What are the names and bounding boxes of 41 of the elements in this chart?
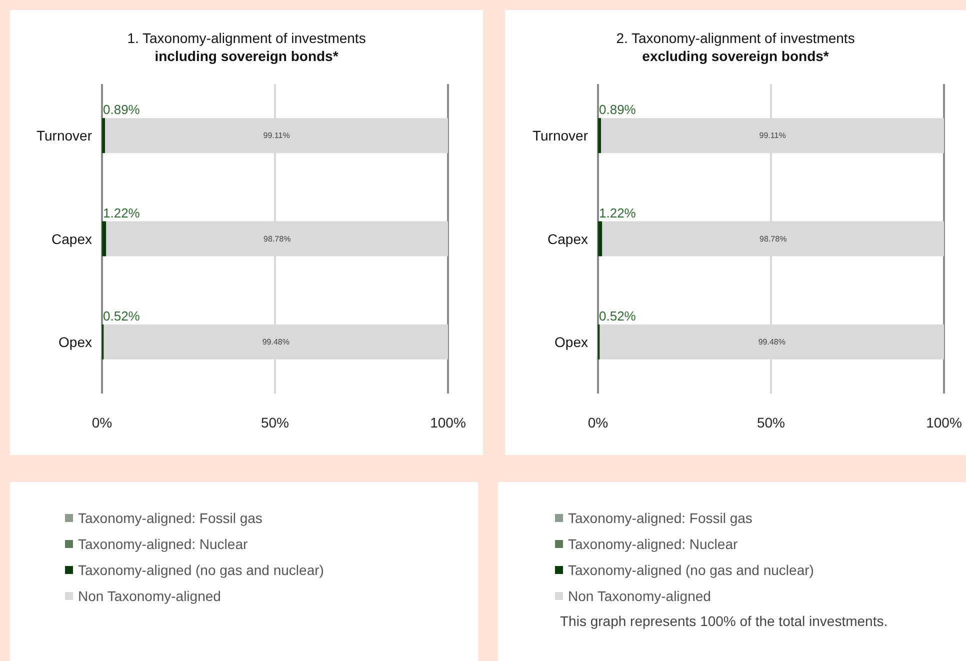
bar	[102, 118, 106, 154]
legend-label: Non Taxonomy-aligned	[78, 588, 221, 604]
y-tick-label: Opex	[554, 334, 588, 350]
data-label: 98.78%	[264, 234, 291, 244]
legend-label: Taxonomy-aligned: Nuclear	[568, 536, 738, 552]
data-label: 99.48%	[758, 337, 786, 346]
bar	[598, 221, 602, 256]
chart-title: 1. Taxonomy-alignment of investments	[127, 30, 366, 46]
y-tick-label: Turnover	[36, 128, 92, 144]
data-label: 0.89%	[103, 102, 140, 118]
data-label: 99.11%	[759, 131, 786, 140]
legend-label: Taxonomy-aligned (no gas and nuclear)	[568, 562, 814, 578]
data-label: 99.11%	[263, 131, 290, 140]
y-tick-label: Capex	[52, 230, 92, 247]
data-label: 0.52%	[599, 308, 636, 324]
legend-label: Non Taxonomy-aligned	[568, 588, 711, 604]
x-tick-label: 0%	[588, 414, 608, 430]
chart-title: 2. Taxonomy-alignment of investments	[616, 30, 855, 46]
data-label: 98.78%	[760, 234, 787, 244]
x-tick-label: 50%	[260, 414, 290, 430]
text: This graph represents 100% of the total investments.	[560, 613, 888, 629]
x-tick-label: 50%	[756, 414, 786, 430]
x-tick-label: 100%	[430, 414, 466, 430]
chart-subtitle: including sovereign bonds*	[154, 48, 339, 64]
data-label: 0.52%	[103, 308, 140, 324]
data-label: 1.22%	[599, 205, 636, 220]
legend-label: Taxonomy-aligned: Fossil gas	[78, 510, 262, 526]
chart-subtitle: excluding sovereign bonds*	[642, 48, 830, 64]
data-label: 1.22%	[103, 205, 140, 220]
y-tick-label: Opex	[58, 334, 92, 350]
legend-label: Taxonomy-aligned (no gas and nuclear)	[78, 562, 324, 578]
legend-label: Taxonomy-aligned: Nuclear	[78, 536, 248, 552]
data-label: 0.89%	[599, 102, 636, 118]
bar	[598, 118, 602, 154]
y-tick-label: Capex	[548, 230, 588, 247]
y-tick-label: Turnover	[532, 128, 588, 144]
x-tick-label: 0%	[92, 414, 112, 430]
legend-label: Taxonomy-aligned: Fossil gas	[568, 510, 752, 526]
data-label: 99.48%	[262, 337, 290, 346]
bar	[102, 221, 106, 256]
x-tick-label: 100%	[926, 414, 962, 430]
